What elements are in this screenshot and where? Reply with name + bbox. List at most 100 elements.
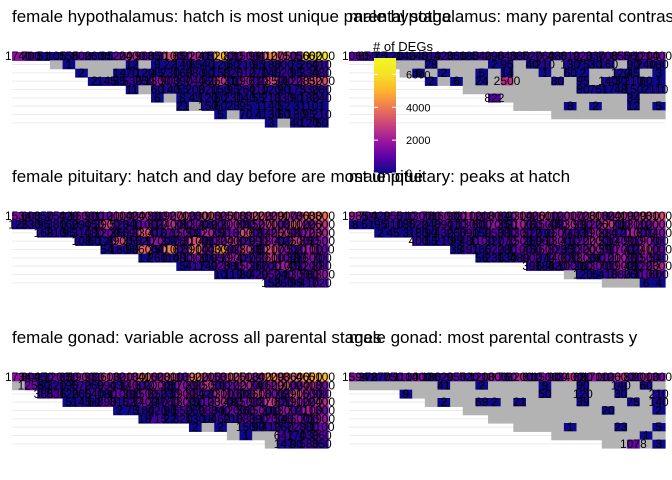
heatmap-cell [601,102,616,111]
heatmap-cell [450,228,464,238]
heatmap-cell [374,228,388,238]
cell-value-label: 3100 [283,218,310,232]
cell-value-label: 900 [160,74,180,88]
cell-value-label: 3600 [131,243,158,257]
heatmap-cell [12,220,26,230]
heatmap-cell [424,228,439,238]
heatmap-cell [374,381,388,391]
heatmap-cell [252,406,266,416]
heatmap-cell [24,52,38,61]
heatmap-cell [601,373,616,382]
cell-value-label: 1300 [106,370,133,384]
cell-value-label: 1740 [5,49,32,63]
cell-value-label: 2300 [557,218,584,232]
cell-value-label: 950 [484,226,504,240]
cell-value-label: 210 [535,226,555,240]
heatmap-cell [500,60,514,70]
cell-value-label: 5 [66,395,73,409]
cell-value-label: 4600 [296,370,323,384]
heatmap-cell [201,406,215,416]
heatmap-cell [201,253,215,263]
heatmap-cell [62,381,76,391]
heatmap-cell [239,262,253,271]
cell-value-label: 300 [274,58,294,72]
heatmap-cell [513,423,527,432]
heatmap-cell [386,52,401,61]
heatmap-cell [315,381,329,391]
cell-value-label: 420 [371,209,391,223]
heatmap-cell [399,389,413,399]
cell-value-label: 95 [239,99,253,113]
heatmap-cell [538,52,552,61]
cell-value-label: 350 [34,209,54,223]
cell-value-label: 1300 [182,251,209,265]
cell-value-label: 260 [84,49,104,63]
cell-value-label: 120 [59,387,79,401]
heatmap-cell [627,398,641,407]
cell-value-label: 3900 [182,243,209,257]
cell-value-label: 2 [655,404,662,418]
heatmap-cell [302,373,316,382]
heatmap-cell [201,423,215,432]
heatmap-cell [349,52,363,61]
cell-value-label: 600 [21,209,41,223]
cell-value-label: 491 [459,243,479,257]
cell-value-label: 950 [261,268,281,282]
heatmap-cell [214,52,228,61]
heatmap-cell [214,93,228,103]
cell-value-label: 520 [522,226,542,240]
cell-value-label: 1100 [633,268,659,282]
cell-value-label: 260 [446,226,466,240]
heatmap-cell [513,77,527,86]
panel-title-female-pituitary: female pituitary: hatch and day before a… [12,167,423,186]
cell-value-label: 18 [201,412,215,426]
heatmap-cell [315,270,329,280]
heatmap-cell [277,270,291,280]
heatmap-cell [601,237,616,246]
cell-value-label: 55 [176,83,190,97]
heatmap-cell [315,389,329,399]
cell-value-label: 110 [299,99,318,113]
heatmap-cell [513,389,527,399]
cell-value-label: 22 [163,412,177,426]
heatmap-cell [601,52,616,61]
cell-value-label: 95 [37,218,51,232]
heatmap-cell [125,60,139,70]
cell-value-label: 1400 [258,226,285,240]
heatmap-cell [201,228,215,238]
heatmap-cell [652,102,666,111]
cell-value-label: 180 [396,218,416,232]
cell-value-label: 2400 [131,209,158,223]
heatmap-cell [614,85,628,95]
heatmap-cell [412,52,426,61]
cell-value-label: 800 [147,209,167,223]
cell-value-label: 9 [154,58,161,72]
cell-value-label: 950 [383,209,403,223]
panel-title-male-pituitary: male pituitary: peaks at hatch [349,167,570,186]
heatmap-cell [652,381,666,391]
cell-value-label: 350 [147,49,167,63]
cell-value-label: 2700 [258,218,285,232]
heatmap-cell [576,77,590,86]
cell-value-label: 95 [62,226,76,240]
cell-value-label: 310 [383,218,403,232]
heatmap-cell [290,373,304,382]
cell-value-label: 1734 [5,370,32,384]
cell-value-label: 1800 [481,209,508,223]
heatmap-cell [450,245,464,255]
cell-value-label: 260 [274,276,294,290]
cell-value-label: 1200 [43,370,70,384]
heatmap-cell [551,220,565,230]
cell-value-label: 260 [248,259,268,273]
cell-value-label: 75 [627,395,641,409]
cell-value-label: 69 [475,395,489,409]
cell-value-label: 1500 [207,370,234,384]
cell-value-label: 140 [396,49,416,63]
cell-value-label: 2200 [506,370,533,384]
cell-value-label: 1100 [132,218,158,232]
heatmap-cell [652,373,666,382]
heatmap-cell [49,212,64,221]
heatmap-cell [37,381,51,391]
cell-value-label: 30 [589,58,603,72]
heatmap-cell [525,389,540,399]
